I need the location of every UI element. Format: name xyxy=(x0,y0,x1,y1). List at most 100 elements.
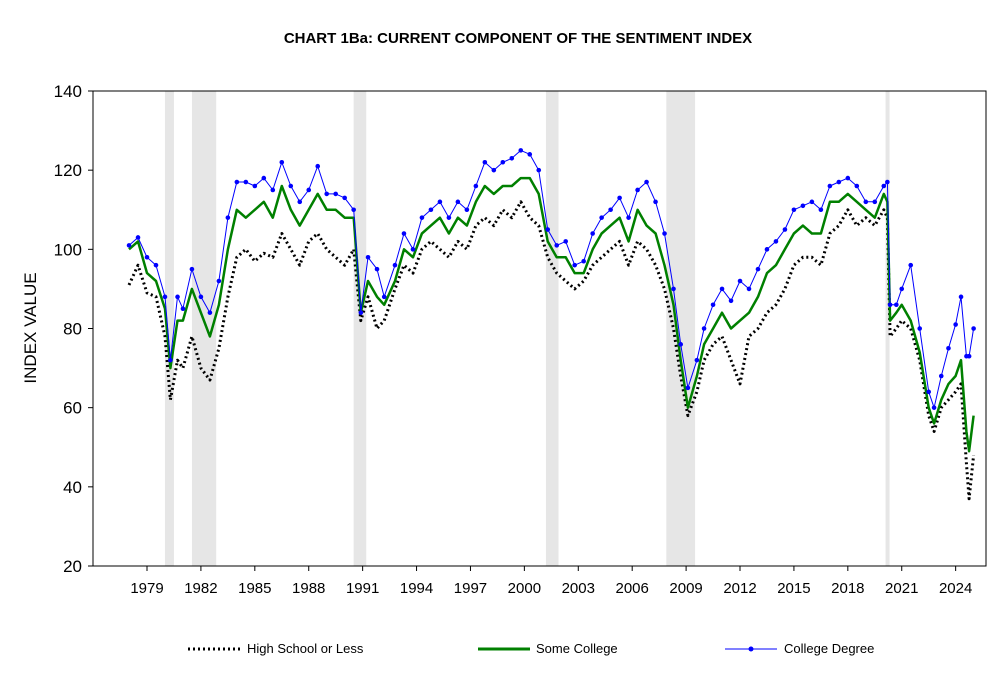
data-point-college-degree xyxy=(342,195,347,201)
data-point-college-degree xyxy=(243,179,249,185)
series-group xyxy=(126,148,976,501)
data-point-college-degree xyxy=(464,207,470,213)
data-point-college-degree xyxy=(590,231,595,236)
legend-label-college-degree: College Degree xyxy=(784,641,874,656)
x-tick-label: 1988 xyxy=(292,580,325,597)
x-tick-label: 2000 xyxy=(508,580,541,597)
data-point-college-degree xyxy=(818,207,824,213)
data-point-college-degree xyxy=(198,294,204,300)
data-point-college-degree xyxy=(899,286,905,292)
data-point-college-degree xyxy=(162,294,168,300)
data-point-college-degree xyxy=(365,254,371,260)
data-point-college-degree xyxy=(473,183,479,189)
data-point-college-degree xyxy=(563,239,569,244)
data-point-college-degree xyxy=(351,207,356,213)
data-point-college-degree xyxy=(599,215,604,220)
x-tick-label: 1997 xyxy=(454,580,487,597)
data-point-college-degree xyxy=(694,357,700,363)
data-point-college-degree xyxy=(527,152,533,157)
data-point-college-degree xyxy=(926,389,931,395)
recession-bands xyxy=(164,91,890,566)
data-point-college-degree xyxy=(764,247,770,252)
data-point-college-degree xyxy=(410,247,416,252)
data-point-college-degree xyxy=(297,199,303,205)
data-point-college-degree xyxy=(617,195,622,201)
data-point-college-degree xyxy=(800,203,806,209)
data-point-college-degree xyxy=(635,187,640,193)
data-point-college-degree xyxy=(437,199,443,205)
data-point-college-degree xyxy=(845,175,851,181)
data-point-college-degree xyxy=(270,187,276,193)
data-point-college-degree xyxy=(908,262,914,268)
x-tick-label: 1979 xyxy=(130,580,163,597)
chart-title: CHART 1Ba: CURRENT COMPONENT OF THE SENT… xyxy=(284,30,752,47)
data-point-college-degree xyxy=(644,179,649,185)
data-point-college-degree xyxy=(180,306,186,312)
x-tick-label: 2009 xyxy=(669,580,702,597)
data-point-college-degree xyxy=(938,373,944,379)
data-point-college-degree xyxy=(685,385,691,391)
x-tick-label: 1985 xyxy=(238,580,271,597)
data-point-college-degree xyxy=(234,179,240,185)
data-point-college-degree xyxy=(252,183,258,189)
data-point-college-degree xyxy=(500,159,506,165)
y-tick-label: 40 xyxy=(63,478,82,497)
data-point-college-degree xyxy=(946,345,951,351)
legend-label-high-school: High School or Less xyxy=(247,641,364,656)
y-axis-label: INDEX VALUE xyxy=(21,272,40,383)
data-point-college-degree xyxy=(207,310,213,315)
x-tick-label: 2021 xyxy=(885,580,918,597)
data-point-college-degree xyxy=(554,243,560,248)
x-tick-label: 2018 xyxy=(831,580,864,597)
data-point-college-degree xyxy=(126,243,132,248)
legend-item-some-college: Some College xyxy=(478,641,618,656)
data-point-college-degree xyxy=(144,254,150,260)
data-point-college-degree xyxy=(419,215,425,220)
data-point-college-degree xyxy=(608,207,613,213)
data-point-college-degree xyxy=(678,342,684,347)
data-point-college-degree xyxy=(671,286,676,292)
data-point-college-degree xyxy=(755,266,761,272)
data-point-college-degree xyxy=(953,322,958,327)
data-point-college-degree xyxy=(381,294,387,300)
data-point-college-degree xyxy=(288,183,294,189)
legend-item-high-school: High School or Less xyxy=(188,641,364,656)
data-point-college-degree xyxy=(746,286,752,292)
plot-frame xyxy=(92,90,987,567)
data-point-college-degree xyxy=(809,199,815,205)
y-tick-label: 120 xyxy=(54,161,82,180)
recession-band xyxy=(164,91,174,566)
data-point-college-degree xyxy=(428,207,434,213)
data-point-college-degree xyxy=(863,199,869,205)
data-point-college-degree xyxy=(885,179,890,185)
data-point-college-degree xyxy=(626,215,631,220)
recession-band xyxy=(885,91,890,566)
data-point-college-degree xyxy=(225,215,231,220)
data-point-college-degree xyxy=(135,235,141,240)
x-tick-label: 2003 xyxy=(562,580,595,597)
data-point-college-degree xyxy=(175,294,180,300)
data-point-college-degree xyxy=(482,159,488,165)
legend-item-college-degree: College Degree xyxy=(725,641,874,656)
data-point-college-degree xyxy=(509,155,515,161)
data-point-college-degree xyxy=(773,239,779,244)
recession-band xyxy=(353,91,367,566)
x-tick-label: 2012 xyxy=(723,580,756,597)
data-point-college-degree xyxy=(572,262,577,268)
data-point-college-degree xyxy=(401,231,407,236)
data-point-college-degree xyxy=(971,326,976,331)
data-point-college-degree xyxy=(491,167,497,173)
data-point-college-degree xyxy=(279,159,285,165)
x-tick-label: 1994 xyxy=(400,580,433,597)
data-point-college-degree xyxy=(455,199,461,205)
x-tick-label: 2015 xyxy=(777,580,810,597)
y-tick-label: 80 xyxy=(63,320,82,339)
data-point-college-degree xyxy=(315,163,321,169)
data-point-college-degree xyxy=(827,183,833,189)
data-point-college-degree xyxy=(719,286,725,292)
data-point-college-degree xyxy=(324,191,330,197)
legend-marker-college-degree xyxy=(748,646,754,652)
data-point-college-degree xyxy=(518,148,524,153)
data-point-college-degree xyxy=(710,302,716,308)
